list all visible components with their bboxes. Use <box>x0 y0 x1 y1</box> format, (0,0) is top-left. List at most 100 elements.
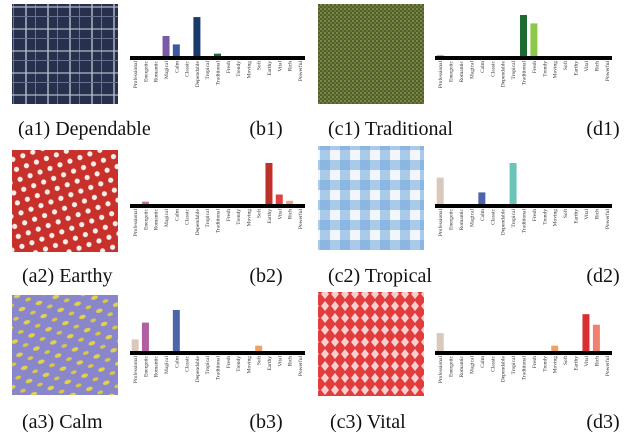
category-label: Traditional <box>522 209 528 234</box>
category-label: Vital <box>277 356 283 367</box>
category-label: Magical <box>469 209 475 227</box>
figure: (a1) Dependable (c1) Traditional (a2) Ea… <box>0 0 629 437</box>
caption: (c2) Tropical <box>328 265 432 287</box>
texture-image <box>318 292 424 396</box>
caption: (b2) <box>249 265 282 287</box>
bar <box>520 15 527 57</box>
category-label: Tropical <box>511 209 517 228</box>
caption: (d2) <box>586 265 619 287</box>
category-label: Vital <box>584 209 590 220</box>
bar <box>530 23 537 57</box>
category-label: Calm <box>174 60 180 73</box>
category-label: Fresh <box>532 209 538 221</box>
category-label: Traditional <box>216 61 222 86</box>
category-label: Trendy <box>542 61 548 77</box>
bar <box>193 17 200 57</box>
category-label: Classic <box>185 355 191 371</box>
category-label: Dependable <box>501 355 507 382</box>
category-label: Tropical <box>205 209 211 228</box>
category-label: Calm <box>480 355 486 368</box>
category-label: Rich <box>594 209 600 220</box>
texture-image <box>318 4 424 104</box>
category-label: Fresh <box>532 61 538 73</box>
category-label: Trendy <box>236 356 242 372</box>
category-label: Fresh <box>532 356 538 368</box>
bar <box>132 339 139 352</box>
caption: (c1) Traditional <box>328 118 453 140</box>
category-label: Fresh <box>226 61 232 73</box>
category-label: Energetic <box>143 208 149 230</box>
category-label: Fresh <box>226 209 232 221</box>
category-label: Traditional <box>522 356 528 381</box>
category-label: Tropical <box>205 61 211 80</box>
category-label: Magical <box>469 356 475 374</box>
bar <box>265 163 272 205</box>
category-label: Powerful <box>297 61 304 82</box>
category-label: Professional <box>132 356 139 384</box>
bar <box>593 325 600 352</box>
caption: (b3) <box>249 411 282 433</box>
category-label: Earthy <box>574 61 580 76</box>
texture-image <box>318 146 424 250</box>
category-label: Powerful <box>297 356 304 377</box>
category-label: Powerful <box>604 61 611 82</box>
bar <box>163 36 170 57</box>
category-label: Professional <box>132 209 139 237</box>
category-label: Soft <box>256 209 263 219</box>
category-label: Romantic <box>459 208 465 230</box>
caption: (a3) Calm <box>22 411 103 433</box>
caption: (c3) Vital <box>330 411 406 433</box>
bar <box>276 195 283 206</box>
category-label: Traditional <box>216 209 222 234</box>
category-label: Magical <box>164 209 170 227</box>
category-label: Vital <box>277 209 283 220</box>
texture-image <box>12 150 118 252</box>
category-label: Moving <box>553 61 559 79</box>
category-label: Energetic <box>449 355 455 377</box>
caption: (a1) Dependable <box>18 118 151 140</box>
category-label: Energetic <box>449 208 455 230</box>
category-label: Rich <box>594 61 600 72</box>
category-label: Fresh <box>226 356 232 368</box>
category-label: Rich <box>288 61 294 72</box>
category-label: Professional <box>437 209 444 237</box>
category-label: Earthy <box>574 356 580 371</box>
caption: (d3) <box>586 411 619 433</box>
category-label: Earthy <box>267 209 273 224</box>
category-label: Powerful <box>604 209 611 230</box>
category-label: Trendy <box>236 61 242 77</box>
category-label: Professional <box>132 61 139 89</box>
category-label: Romantic <box>154 60 160 82</box>
category-label: Powerful <box>604 356 611 377</box>
category-label: Dependable <box>501 208 507 235</box>
category-label: Romantic <box>459 355 465 377</box>
category-label: Soft <box>562 209 569 219</box>
category-label: Classic <box>490 60 496 76</box>
category-label: Soft <box>256 61 263 71</box>
category-label: Vital <box>584 61 590 72</box>
category-label: Powerful <box>297 209 304 230</box>
category-label: Rich <box>594 356 600 367</box>
category-label: Soft <box>256 356 263 366</box>
category-label: Tropical <box>511 61 517 80</box>
category-label: Magical <box>164 61 170 79</box>
category-label: Professional <box>437 356 444 384</box>
category-label: Trendy <box>542 209 548 225</box>
category-label: Romantic <box>154 208 160 230</box>
caption: (a2) Earthy <box>22 265 113 287</box>
category-label: Moving <box>553 209 559 227</box>
category-label: Classic <box>185 208 191 224</box>
category-label: Rich <box>288 356 294 367</box>
texture-image <box>12 295 118 395</box>
category-label: Earthy <box>267 356 273 371</box>
category-label: Traditional <box>216 356 222 381</box>
category-label: Vital <box>277 61 283 72</box>
category-label: Romantic <box>459 60 465 82</box>
category-label: Tropical <box>511 356 517 375</box>
category-label: Classic <box>490 208 496 224</box>
category-label: Energetic <box>449 60 455 82</box>
category-label: Soft <box>562 61 569 71</box>
bar <box>478 192 485 205</box>
bar <box>437 178 444 205</box>
category-label: Calm <box>174 208 180 221</box>
